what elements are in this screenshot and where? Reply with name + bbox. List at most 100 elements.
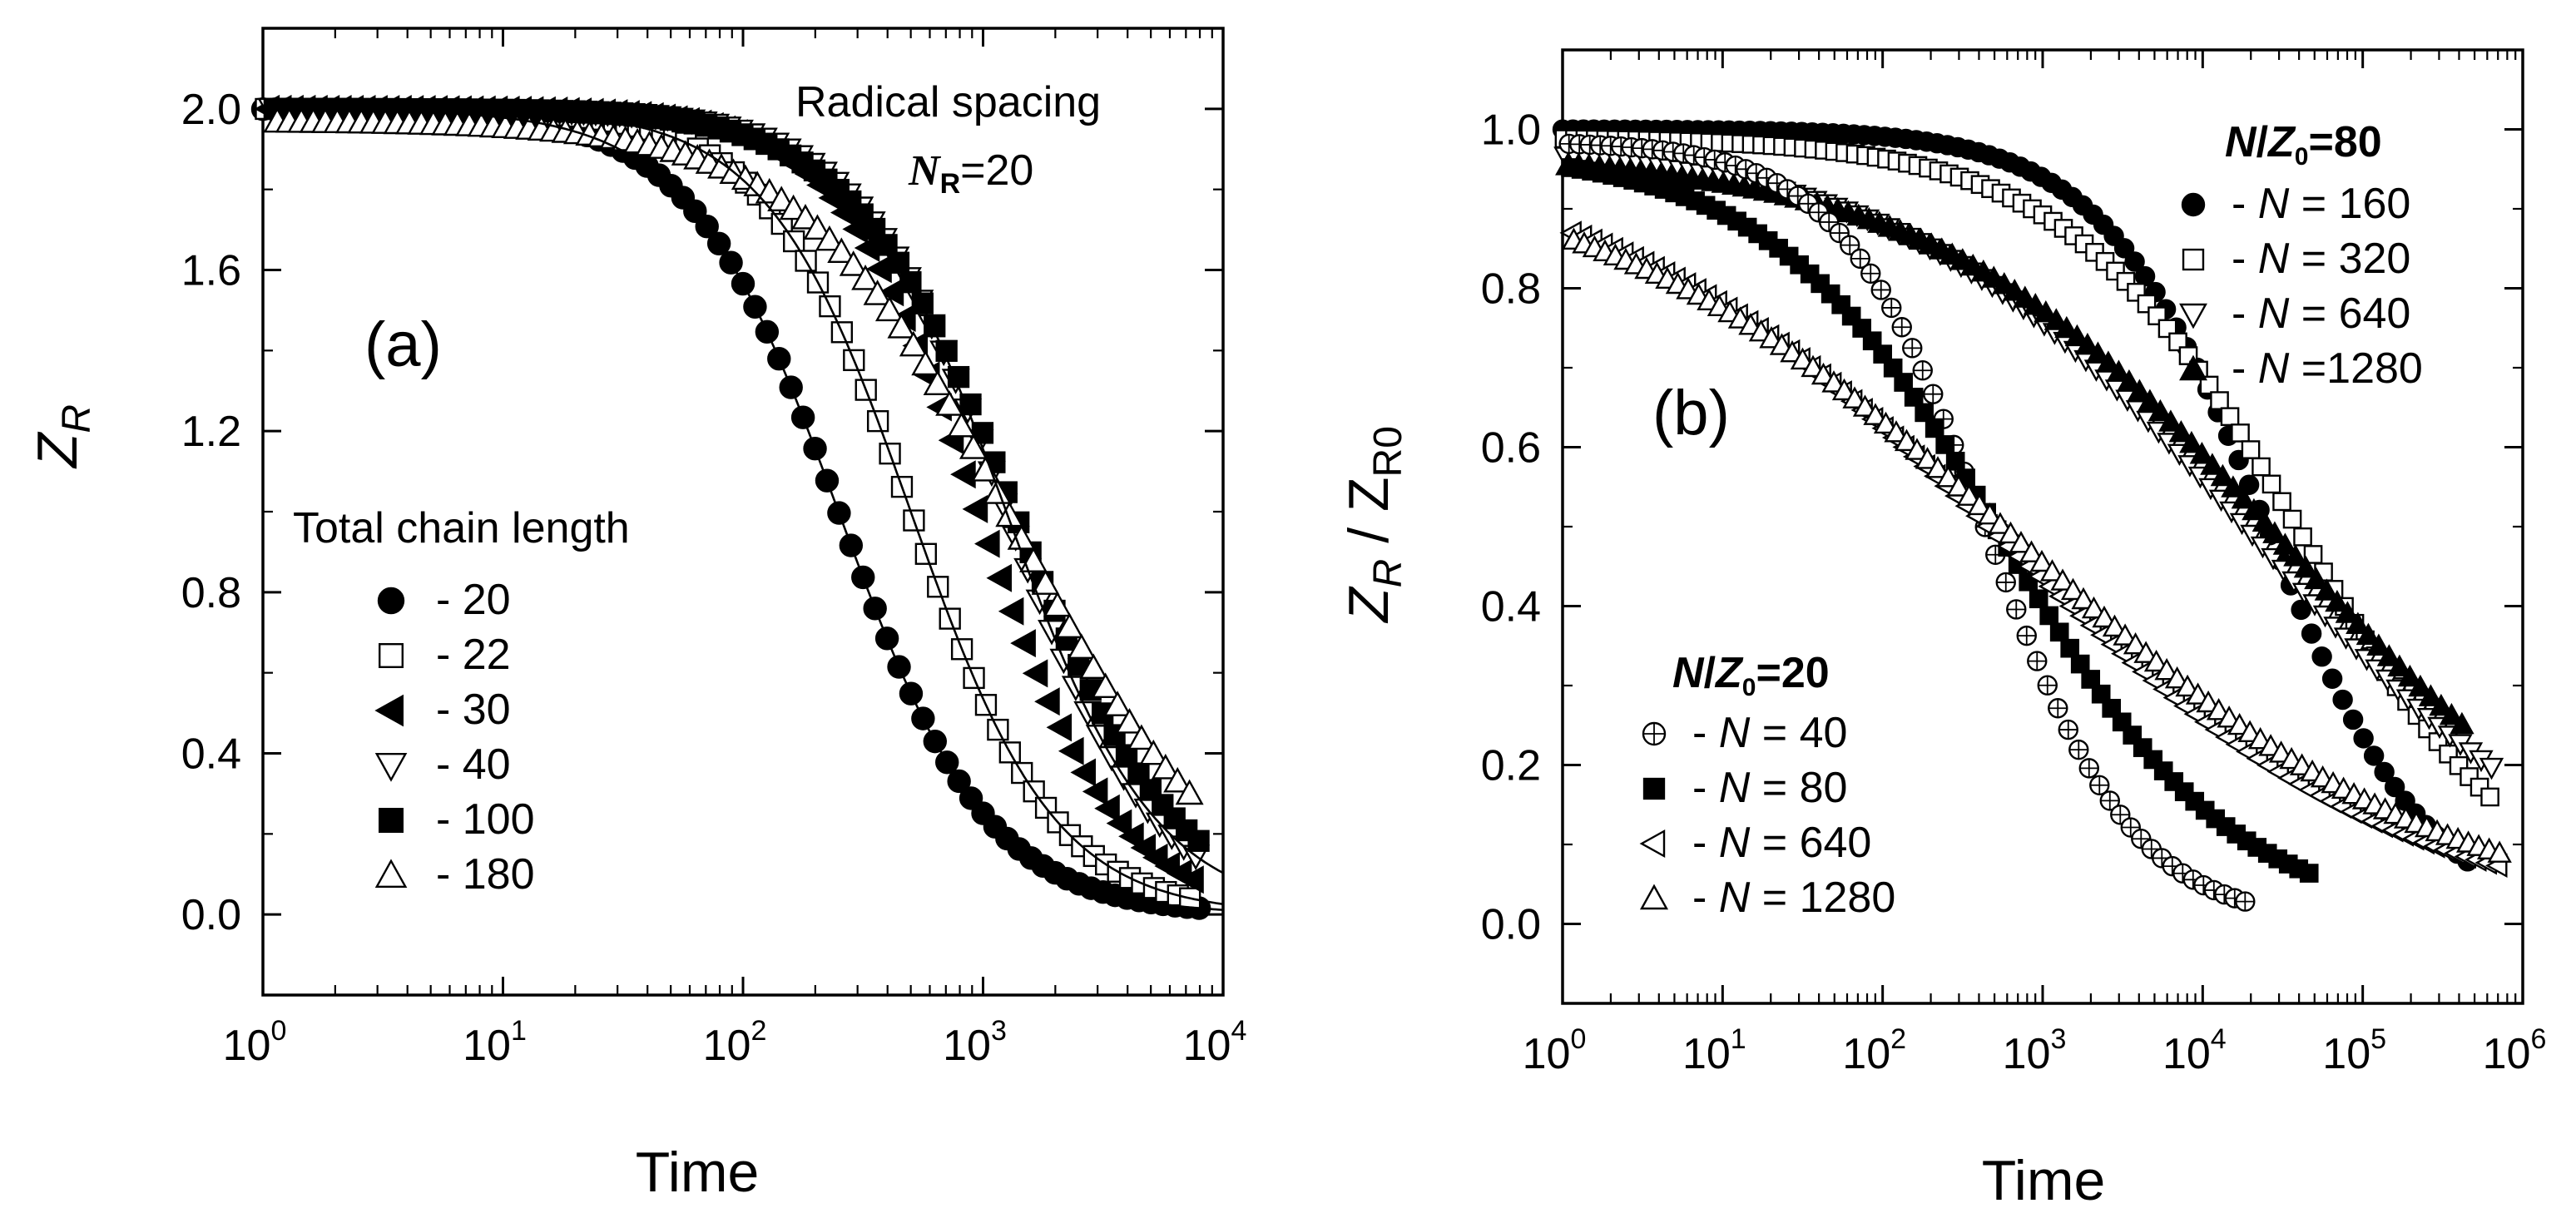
panel-a: 100 101 102 103 104 0.0 0.4 0.8 1.2 1.6 2.0 (a) Ra… bbox=[26, 27, 1246, 1204]
data-point-180 bbox=[899, 330, 928, 357]
panel-a-annotation-n: N bbox=[908, 147, 942, 195]
data-point bbox=[2384, 776, 2405, 798]
data-point bbox=[2311, 646, 2332, 667]
data-point bbox=[2113, 238, 2135, 259]
data-point bbox=[2189, 442, 2215, 464]
data-point bbox=[2353, 728, 2374, 749]
data-point bbox=[2029, 549, 2054, 572]
y-tick-label: 0.6 bbox=[1481, 424, 1541, 473]
data-point bbox=[2091, 684, 2111, 704]
data-point bbox=[2068, 739, 2089, 760]
data-point bbox=[2237, 720, 2262, 742]
data-point bbox=[2252, 509, 2277, 532]
data-point bbox=[2196, 690, 2221, 713]
data-point-30 bbox=[1034, 687, 1060, 716]
data-point bbox=[2272, 532, 2298, 555]
data-point bbox=[1912, 360, 1933, 381]
data-point bbox=[2293, 527, 2312, 547]
x-tick-label: 103 bbox=[943, 1015, 1007, 1070]
data-point bbox=[1935, 435, 1954, 454]
legend-label-180: - 180 bbox=[436, 850, 535, 899]
data-point bbox=[2143, 649, 2169, 672]
data-point-30 bbox=[1010, 629, 1036, 658]
data-point bbox=[1902, 338, 1923, 359]
panel-b-y-axis-label-sub: R bbox=[1366, 559, 1410, 588]
data-point bbox=[2206, 698, 2232, 720]
legend-marker bbox=[2179, 354, 2207, 381]
data-point bbox=[2200, 453, 2225, 475]
data-point bbox=[1894, 373, 1913, 392]
data-point bbox=[1811, 362, 1836, 385]
data-point bbox=[2231, 487, 2256, 509]
legend-marker bbox=[1639, 884, 1669, 910]
data-point bbox=[2450, 711, 2474, 735]
panel-a-y-axis-label-sub: R bbox=[55, 404, 99, 433]
panel-b-legend: N/Z0=80 - N = 160 - N = 320 - N = 640 - N =1… bbox=[1639, 118, 2423, 922]
panel-a-annotation-n-sub: R bbox=[940, 168, 961, 200]
series-100 bbox=[263, 97, 1210, 852]
data-point bbox=[2075, 332, 2100, 355]
data-point bbox=[2387, 654, 2412, 677]
data-point-180 bbox=[1151, 753, 1180, 780]
series-N=1280 bbox=[1561, 227, 2512, 863]
data-point-30 bbox=[950, 460, 976, 489]
data-point bbox=[2147, 399, 2173, 422]
y-tick-label: 0.0 bbox=[1481, 901, 1541, 949]
x-tick-label: 101 bbox=[1682, 1023, 1746, 1078]
data-point-180 bbox=[911, 349, 940, 376]
data-point bbox=[2154, 657, 2179, 681]
data-point bbox=[2054, 315, 2079, 339]
x-tick-label: 106 bbox=[2483, 1023, 2547, 1078]
data-point-180 bbox=[1067, 633, 1096, 659]
data-point bbox=[2304, 567, 2329, 590]
data-point bbox=[2185, 682, 2211, 705]
data-point bbox=[2016, 625, 2037, 646]
data-point bbox=[1894, 428, 1920, 452]
y-tick-label: 1.2 bbox=[181, 408, 241, 456]
data-point bbox=[1946, 474, 1971, 497]
data-point bbox=[1923, 384, 1944, 404]
y-tick-label: 2.0 bbox=[181, 86, 241, 134]
data-point-100 bbox=[1127, 762, 1150, 785]
legend-label-30: - 30 bbox=[436, 686, 511, 734]
panel-a-x-axis-label: Time bbox=[636, 1141, 760, 1204]
data-point bbox=[2418, 684, 2444, 706]
data-point-30 bbox=[1046, 713, 1073, 742]
data-point bbox=[2039, 606, 2059, 626]
panel-b-y-axis-label: ZR / ZR0 bbox=[1337, 426, 1410, 624]
panel-b-x-axis-label: Time bbox=[1982, 1149, 2106, 1212]
data-point bbox=[2429, 693, 2454, 716]
data-point-180 bbox=[995, 501, 1024, 527]
data-point-180 bbox=[1091, 672, 1120, 698]
y-tick-label: 0.2 bbox=[1481, 742, 1541, 790]
legend-marker bbox=[2181, 192, 2206, 217]
data-point bbox=[1945, 452, 1965, 471]
data-point bbox=[1925, 418, 1944, 438]
legend-marker-40 bbox=[374, 753, 408, 782]
data-point bbox=[1925, 456, 1950, 478]
panel-b-y-axis-label-main: Z bbox=[1337, 586, 1400, 624]
data-point bbox=[2376, 644, 2402, 666]
x-tick-label: 102 bbox=[1842, 1023, 1906, 1078]
legend-marker-22 bbox=[379, 643, 404, 669]
data-point-180 bbox=[803, 214, 832, 240]
data-point bbox=[2227, 712, 2252, 735]
y-tick-label: 0.4 bbox=[1481, 583, 1541, 631]
data-point bbox=[1977, 503, 2003, 525]
data-point bbox=[1967, 493, 1992, 516]
data-point bbox=[2293, 555, 2319, 578]
data-point-180 bbox=[779, 194, 808, 220]
data-point bbox=[2179, 430, 2204, 453]
data-point bbox=[2314, 578, 2340, 601]
data-point bbox=[2113, 623, 2138, 646]
data-point bbox=[2027, 651, 2048, 671]
data-point bbox=[2231, 423, 2250, 443]
legend-marker-180 bbox=[374, 859, 408, 889]
data-point bbox=[2078, 758, 2099, 779]
data-point bbox=[2299, 864, 2319, 883]
legend-label: - N = 1280 bbox=[1692, 874, 1895, 922]
legend-label: - N = 40 bbox=[1692, 709, 1847, 757]
legend-marker bbox=[1639, 829, 1666, 859]
data-point-180 bbox=[1163, 766, 1192, 793]
y-tick-label: 0.0 bbox=[181, 891, 241, 939]
